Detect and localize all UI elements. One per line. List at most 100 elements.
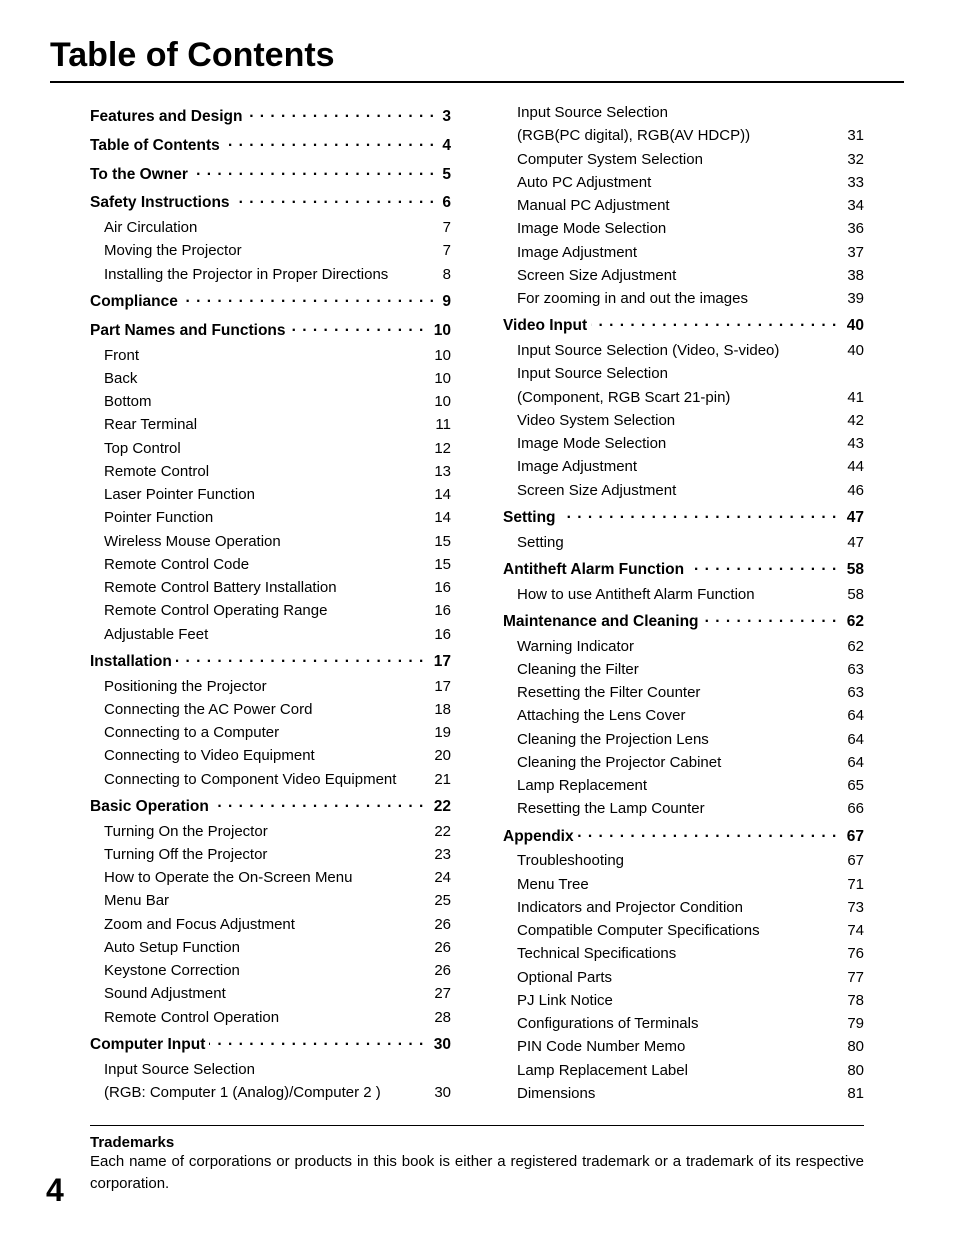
toc-sub-row[interactable]: Indicators and Projector Condition73 [517, 896, 864, 919]
toc-section[interactable]: Compliance 9 [90, 290, 451, 315]
toc-sub-row[interactable]: Troubleshooting67 [517, 849, 864, 872]
toc-sub-row[interactable]: Remote Control Operating Range16 [104, 599, 451, 622]
toc-section-label: Maintenance and Cleaning [503, 613, 703, 630]
toc-sub-row[interactable]: Rear Terminal11 [104, 413, 451, 436]
toc-sub-label: Lamp Replacement Label [517, 1059, 830, 1082]
toc-sub-row[interactable]: Connecting the AC Power Cord18 [104, 698, 451, 721]
toc-section[interactable]: Video Input 40 [503, 314, 864, 339]
toc-sub-row[interactable]: Input Source Selection [104, 1058, 451, 1081]
toc-section[interactable]: Table of Contents 4 [90, 134, 451, 159]
toc-section-page: 9 [438, 290, 451, 315]
toc-sub-row[interactable]: Cleaning the Projection Lens64 [517, 728, 864, 751]
toc-sub-row[interactable]: Front10 [104, 344, 451, 367]
toc-sub-row[interactable]: Resetting the Lamp Counter66 [517, 797, 864, 820]
toc-sub-label: Cleaning the Filter [517, 658, 830, 681]
toc-sub-row[interactable]: Screen Size Adjustment46 [517, 479, 864, 502]
toc-sub-row[interactable]: How to use Antitheft Alarm Function58 [517, 583, 864, 606]
toc-sub-label: Input Source Selection (Video, S-video) [517, 339, 830, 362]
toc-sub-row[interactable]: Lamp Replacement65 [517, 774, 864, 797]
toc-sub-row[interactable]: Image Adjustment44 [517, 455, 864, 478]
toc-sub-row[interactable]: Image Mode Selection43 [517, 432, 864, 455]
toc-sub-row[interactable]: Remote Control13 [104, 460, 451, 483]
toc-sub-row[interactable]: Remote Control Code15 [104, 553, 451, 576]
toc-sub-label: Indicators and Projector Condition [517, 896, 830, 919]
toc-sub-row[interactable]: Connecting to Component Video Equipment2… [104, 768, 451, 791]
toc-sub-row[interactable]: Back10 [104, 367, 451, 390]
toc-sub-row[interactable]: Configurations of Terminals79 [517, 1012, 864, 1035]
toc-sub-row[interactable]: (RGB(PC digital), RGB(AV HDCP))31 [517, 124, 864, 147]
toc-sub-row[interactable]: Warning Indicator62 [517, 635, 864, 658]
toc-sub-page: 80 [830, 1035, 864, 1058]
toc-sub-row[interactable]: For zooming in and out the images39 [517, 287, 864, 310]
toc-sub-row[interactable]: Turning Off the Projector23 [104, 843, 451, 866]
toc-sub-row[interactable]: Connecting to a Computer19 [104, 721, 451, 744]
toc-sub-row[interactable]: (RGB: Computer 1 (Analog)/Computer 2 )30 [104, 1081, 451, 1104]
toc-section[interactable]: Installation 17 [90, 650, 451, 675]
toc-sub-row[interactable]: Keystone Correction26 [104, 959, 451, 982]
toc-sub-row[interactable]: Remote Control Battery Installation16 [104, 576, 451, 599]
toc-sub-row[interactable]: Cleaning the Projector Cabinet64 [517, 751, 864, 774]
toc-section[interactable]: Computer Input 30 [90, 1033, 451, 1058]
toc-sub-row[interactable]: Adjustable Feet16 [104, 623, 451, 646]
toc-sub-row[interactable]: Menu Tree71 [517, 873, 864, 896]
toc-sub-row[interactable]: Image Adjustment37 [517, 241, 864, 264]
toc-sub-label: Input Source Selection [517, 101, 830, 124]
toc-sub-row[interactable]: Compatible Computer Specifications74 [517, 919, 864, 942]
toc-sub-row[interactable]: Bottom10 [104, 390, 451, 413]
toc-sub-row[interactable]: Computer System Selection32 [517, 148, 864, 171]
toc-sub-row[interactable]: Optional Parts77 [517, 966, 864, 989]
toc-sub-row[interactable]: Input Source Selection [517, 101, 864, 124]
toc-sub-row[interactable]: Screen Size Adjustment38 [517, 264, 864, 287]
toc-sub-row[interactable]: Video System Selection42 [517, 409, 864, 432]
toc-section[interactable]: Antitheft Alarm Function 58 [503, 558, 864, 583]
toc-sub-row[interactable]: Laser Pointer Function14 [104, 483, 451, 506]
toc-sub-row[interactable]: Zoom and Focus Adjustment26 [104, 913, 451, 936]
toc-sub-row[interactable]: Positioning the Projector17 [104, 675, 451, 698]
toc-sub-page: 66 [830, 797, 864, 820]
toc-sub-row[interactable]: Setting47 [517, 531, 864, 554]
toc-sub-row[interactable]: Dimensions81 [517, 1082, 864, 1105]
toc-section[interactable]: Maintenance and Cleaning 62 [503, 610, 864, 635]
toc-sub-row[interactable]: Wireless Mouse Operation15 [104, 530, 451, 553]
toc-section[interactable]: Setting 47 [503, 506, 864, 531]
toc-sub-row[interactable]: Image Mode Selection36 [517, 217, 864, 240]
toc-sub-row[interactable]: Menu Bar25 [104, 889, 451, 912]
toc-sub-row[interactable]: Input Source Selection (Video, S-video)4… [517, 339, 864, 362]
toc-sub-row[interactable]: PJ Link Notice78 [517, 989, 864, 1012]
toc-sub-row[interactable]: Resetting the Filter Counter63 [517, 681, 864, 704]
toc-sub-row[interactable]: Attaching the Lens Cover64 [517, 704, 864, 727]
toc-sub-row[interactable]: Lamp Replacement Label80 [517, 1059, 864, 1082]
toc-sub-row[interactable]: Pointer Function14 [104, 506, 451, 529]
toc-section-label: Compliance [90, 293, 182, 310]
toc-sub-page: 26 [417, 913, 451, 936]
toc-sub-row[interactable]: PIN Code Number Memo80 [517, 1035, 864, 1058]
toc-sub-row[interactable]: Installing the Projector in Proper Direc… [104, 263, 451, 286]
toc-sub-row[interactable]: Connecting to Video Equipment20 [104, 744, 451, 767]
toc-sub-label: Connecting the AC Power Cord [104, 698, 417, 721]
toc-section[interactable]: Part Names and Functions 10 [90, 319, 451, 344]
toc-sub-row[interactable]: Auto PC Adjustment33 [517, 171, 864, 194]
toc-sub-row[interactable]: Input Source Selection [517, 362, 864, 385]
toc-sub-row[interactable]: Turning On the Projector22 [104, 820, 451, 843]
toc-section[interactable]: To the Owner 5 [90, 163, 451, 188]
toc-sub-row[interactable]: How to Operate the On-Screen Menu24 [104, 866, 451, 889]
toc-sub-row[interactable]: Sound Adjustment27 [104, 982, 451, 1005]
toc-sub-row[interactable]: Technical Specifications76 [517, 942, 864, 965]
toc-sub-row[interactable]: Top Control12 [104, 437, 451, 460]
toc-sub-row[interactable]: Air Circulation7 [104, 216, 451, 239]
toc-sub-row[interactable]: (Component, RGB Scart 21-pin)41 [517, 386, 864, 409]
toc-section[interactable]: Safety Instructions 6 [90, 191, 451, 216]
toc-section-label: Features and Design [90, 108, 246, 125]
toc-sub-page: 17 [417, 675, 451, 698]
toc-sub-page: 25 [417, 889, 451, 912]
toc-section[interactable]: Basic Operation 22 [90, 795, 451, 820]
toc-sub-row[interactable]: Moving the Projector7 [104, 239, 451, 262]
toc-sub-row[interactable]: Remote Control Operation28 [104, 1006, 451, 1029]
toc-section[interactable]: Appendix 67 [503, 825, 864, 850]
toc-section[interactable]: Features and Design 3 [90, 105, 451, 130]
toc-sub-row[interactable]: Cleaning the Filter63 [517, 658, 864, 681]
toc-sub-label: Remote Control Operation [104, 1006, 417, 1029]
toc-sub-row[interactable]: Auto Setup Function26 [104, 936, 451, 959]
toc-sub-label: Dimensions [517, 1082, 830, 1105]
toc-sub-row[interactable]: Manual PC Adjustment34 [517, 194, 864, 217]
